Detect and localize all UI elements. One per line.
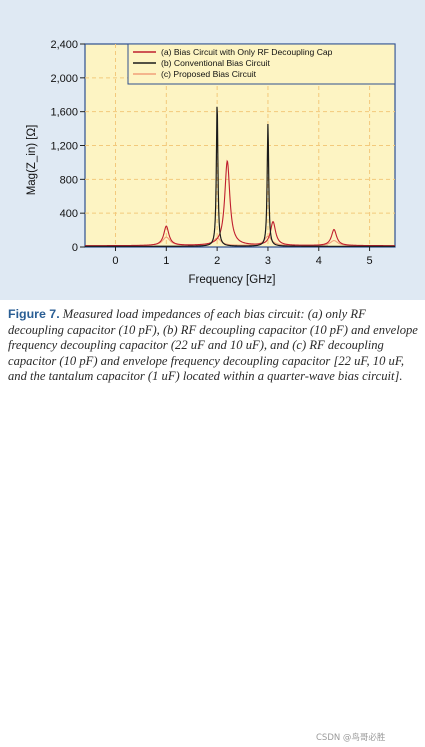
- x-tick-label: 0: [112, 255, 118, 267]
- x-tick-label: 4: [316, 255, 322, 267]
- y-axis-title: Mag(Z_in) [Ω]: [26, 125, 38, 196]
- series-layer: [85, 106, 395, 247]
- chart-area: 0 400 800 1,200 1,600 2,000 2,400 0 1 2 3 4 5 Frequ…: [0, 0, 425, 300]
- legend-box: [127, 43, 396, 85]
- legend-items: (a) Bias Circuit with Only RF Decoupling…: [133, 47, 333, 79]
- legend-label: (a) Bias Circuit with Only RF Decoupling…: [161, 47, 333, 57]
- caption-label: Figure 7.: [8, 307, 60, 321]
- impedance-chart: 0 400 800 1,200 1,600 2,000 2,400 0 1 2 3 4 5 Frequ…: [26, 39, 396, 286]
- series-line-a: [85, 159, 395, 247]
- x-axis-title: Frequency [GHz]: [189, 274, 276, 286]
- y-axis-ticks: 0 400 800 1,200 1,600 2,000 2,400: [50, 39, 85, 254]
- legend-label: (b) Conventional Bias Circuit: [161, 58, 271, 68]
- x-axis-ticks: 0 1 2 3 4 5: [112, 247, 373, 267]
- y-tick-label: 0: [72, 242, 78, 254]
- watermark: CSDN @鸟哥必胜: [316, 733, 386, 743]
- y-tick-label: 400: [60, 208, 78, 220]
- y-tick-label: 2,400: [50, 39, 78, 51]
- legend: (a) Bias Circuit with Only RF Decoupling…: [127, 43, 396, 85]
- y-tick-label: 1,200: [50, 141, 78, 153]
- y-tick-label: 2,000: [50, 73, 78, 85]
- y-tick-label: 800: [60, 174, 78, 186]
- series-line-b: [85, 106, 395, 247]
- x-tick-label: 5: [367, 255, 373, 267]
- legend-label: (c) Proposed Bias Circuit: [161, 69, 257, 79]
- caption-text: Measured load impedances of each bias ci…: [8, 307, 418, 384]
- figure-caption: Figure 7. Measured load impedances of ea…: [8, 307, 418, 743]
- y-tick-label: 1,600: [50, 107, 78, 119]
- x-tick-label: 2: [214, 255, 220, 267]
- x-tick-label: 3: [265, 255, 271, 267]
- x-tick-label: 1: [163, 255, 169, 267]
